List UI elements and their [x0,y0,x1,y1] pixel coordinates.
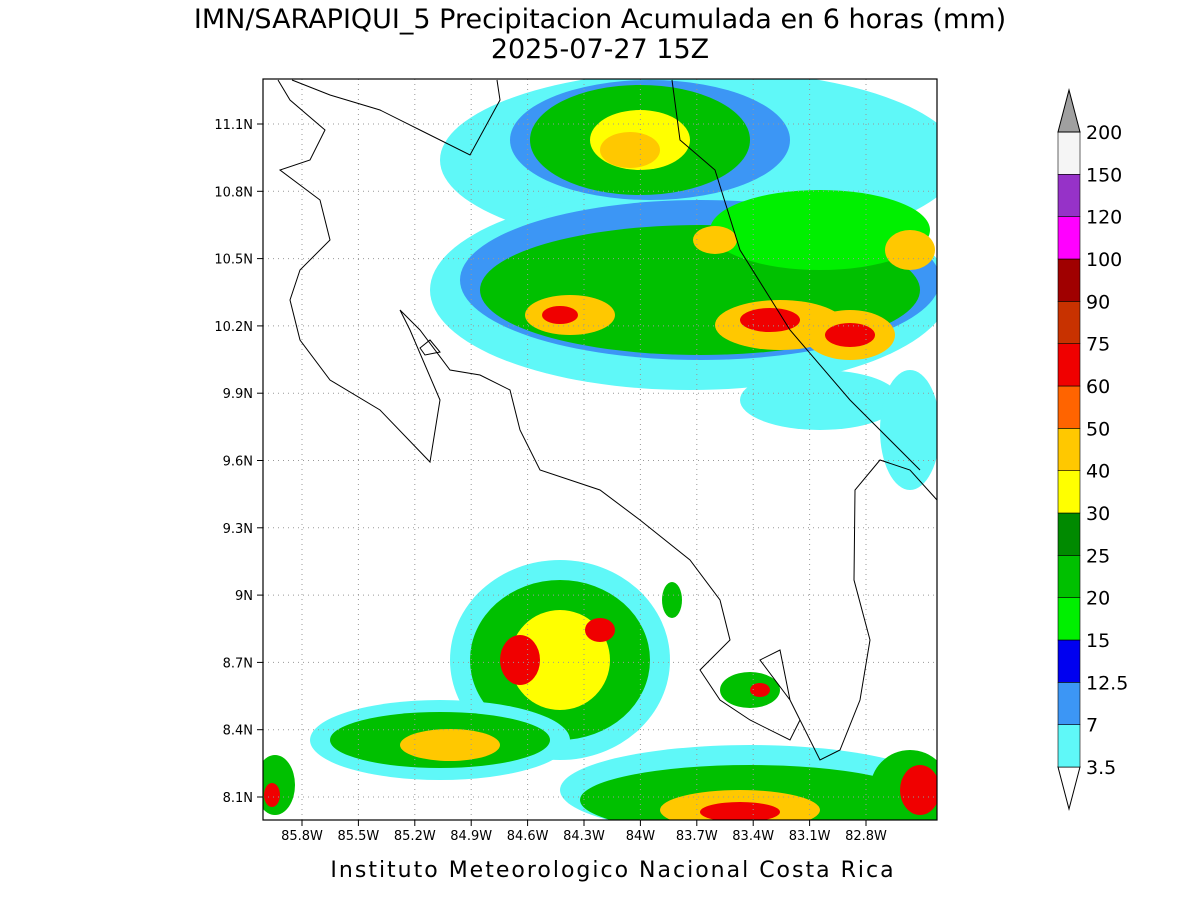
lon-tick-label: 85.2W [394,829,436,844]
colorbar-box [1057,174,1081,217]
lon-tick-label: 83.1W [789,829,831,844]
colorbar-label: 25 [1086,545,1110,567]
colorbar-label: 40 [1086,461,1110,483]
lon-tick-label: 84.9W [450,829,492,844]
title: IMN/SARAPIQUI_5 Precipitacion Acumulada … [194,4,1006,35]
colorbar-label: 12.5 [1086,672,1128,694]
colorbar-box [1057,682,1081,725]
lon-tick-label: 85.8W [281,829,323,844]
lon-tick-label: 83.4W [732,829,774,844]
colorbar-box [1057,131,1081,175]
map-frame [262,78,938,821]
colorbar-label: 100 [1086,249,1122,271]
colorbar-box [1057,428,1081,471]
colorbar-box [1057,258,1081,302]
colorbar-box [1057,597,1081,641]
lat-tick-label: 9N [235,589,253,604]
colorbar-label: 90 [1086,291,1110,313]
colorbar: 3.5 7 12.5 15 20 25 30 40 50 60 75 90 100 120 150 200 [1057,88,1128,811]
colorbar-arrow-low [1057,766,1081,811]
colorbar-label: 3.5 [1086,757,1116,779]
colorbar-box [1057,724,1081,768]
colorbar-label: 200 [1086,122,1122,144]
lat-tick-label: 10.2N [214,320,253,335]
colorbar-label: 120 [1086,207,1122,229]
lon-tick-label: 84.6W [507,829,549,844]
lon-tick-label: 83.7W [676,829,718,844]
colorbar-box [1057,216,1081,260]
lat-tick-label: 8.4N [223,724,253,739]
colorbar-label: 150 [1086,164,1122,186]
footer: Instituto Meteorologico Nacional Costa R… [330,858,895,883]
colorbar-box [1057,301,1081,344]
lat-tick-label: 9.9N [223,387,253,402]
lon-tick-label: 84W [626,829,656,844]
colorbar-box [1057,512,1081,556]
colorbar-label: 30 [1086,503,1110,525]
grid [257,79,937,826]
lat-tick-label: 9.6N [223,455,253,470]
colorbar-label: 50 [1086,418,1110,440]
lat-tick-label: 8.1N [223,791,253,806]
colorbar-box [1057,555,1081,598]
coastlines [277,79,938,761]
colorbar-label: 20 [1086,588,1110,610]
lat-tick-label: 10.8N [214,185,253,200]
subtitle: 2025-07-27 15Z [491,34,709,65]
colorbar-label: 7 [1086,715,1098,737]
colorbar-box [1057,385,1081,429]
colorbar-box [1057,470,1081,514]
lat-tick-label: 9.3N [223,522,253,537]
colorbar-arrow-high [1057,88,1081,133]
lon-tick-label: 84.3W [563,829,605,844]
colorbar-label: 15 [1086,630,1110,652]
colorbar-box [1057,343,1081,387]
lat-tick-label: 10.5N [214,253,253,268]
precipitation-field [263,79,937,820]
colorbar-label: 60 [1086,376,1110,398]
colorbar-label: 75 [1086,334,1110,356]
lat-tick-label: 8.7N [223,656,253,671]
lon-tick-label: 82.8W [845,829,887,844]
lon-tick-label: 85.5W [337,829,379,844]
colorbar-box [1057,639,1081,683]
lat-tick-label: 11.1N [214,118,253,133]
